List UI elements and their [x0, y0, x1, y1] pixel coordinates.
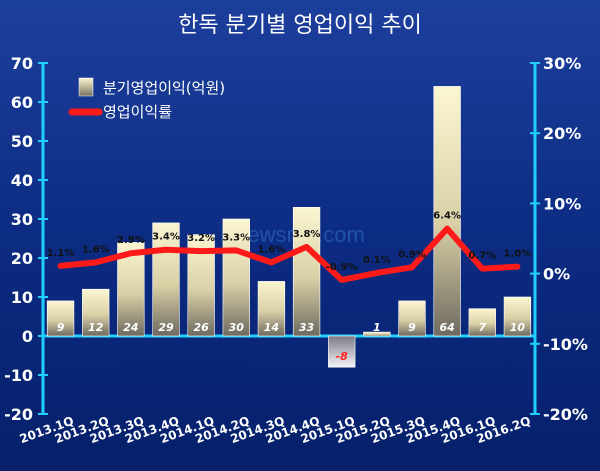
bar: [468, 308, 496, 337]
left-tick-label: -20: [4, 405, 33, 424]
legend-label-line: 영업이익률: [103, 103, 172, 121]
left-tick-label: -10: [4, 366, 33, 385]
bar: [152, 222, 180, 337]
line-series: [57, 225, 521, 283]
line-value-label: 3.8%: [293, 229, 321, 240]
left-tick-label: 70: [11, 54, 33, 73]
line-point: [93, 259, 99, 265]
bar: [398, 300, 426, 337]
bar-value-label: -8: [336, 350, 349, 363]
bar-value-label: 29: [158, 321, 174, 334]
right-tick-label: 20%: [543, 124, 581, 143]
line-value-label: 1.6%: [258, 244, 286, 255]
line-value-label: 3.4%: [152, 232, 180, 243]
line-point: [163, 247, 169, 253]
bar: [328, 335, 356, 368]
bar: [82, 288, 110, 337]
x-tick-labels: 2013.1Q2013.2Q2013.3Q2013.4Q2014.1Q2014.…: [18, 414, 533, 446]
line-point: [339, 277, 345, 283]
line-point: [479, 266, 485, 272]
line-value-label: 2.9%: [117, 235, 145, 246]
line-value-label: 1.0%: [504, 249, 532, 260]
left-tick-label: 40: [11, 171, 33, 190]
line-value-label: 1.6%: [82, 244, 110, 255]
line-point: [233, 247, 239, 253]
profit-margin-line: [57, 225, 521, 283]
bar: [503, 296, 532, 337]
bar: [257, 281, 286, 337]
left-tick-label: 20: [11, 249, 33, 268]
line-point: [268, 259, 274, 265]
bar: [363, 331, 391, 337]
line-point: [304, 244, 310, 250]
bar-value-label: 10: [510, 321, 526, 334]
right-tick-label: -20%: [543, 405, 588, 424]
line-value-label: -0.9%: [326, 262, 358, 273]
bar-value-label: 26: [193, 321, 209, 334]
legend-label-bar: 분기영업이익(억원): [103, 79, 225, 97]
legend-swatch-bar: [78, 77, 94, 97]
bar-value-label: 12: [88, 321, 104, 334]
bar-value-label: 33: [299, 321, 315, 334]
left-tick-label: 60: [11, 93, 33, 112]
left-tick-label: 10: [11, 288, 33, 307]
bar-series: [46, 86, 532, 368]
bar: [46, 300, 75, 337]
line-point: [198, 248, 204, 254]
line-point: [374, 270, 380, 276]
right-tick-label: 10%: [543, 194, 581, 213]
bar: [433, 86, 461, 337]
bar-value-label: 7: [478, 321, 486, 334]
chart-title: 한독 분기별 영업이익 추이: [178, 13, 422, 38]
right-tick-label: 0%: [543, 265, 570, 284]
bar-value-label: 24: [123, 321, 138, 334]
line-value-label: 3.2%: [187, 233, 215, 244]
left-tick-label: 50: [11, 132, 33, 151]
right-tick-label: -10%: [543, 335, 588, 354]
line-value-label: 3.3%: [222, 232, 250, 243]
bar-value-label: 1: [373, 321, 381, 334]
line-point: [514, 264, 520, 270]
line-value-label: 0.7%: [468, 251, 496, 262]
bar-value-label: 9: [57, 321, 65, 334]
bar-value-label: 9: [408, 321, 416, 334]
line-value-label: 1.1%: [47, 248, 75, 259]
bar: [292, 207, 321, 337]
legend: 분기영업이익(억원) 영업이익률: [68, 77, 225, 121]
bar: [222, 218, 250, 337]
line-value-label: 0.9%: [398, 249, 426, 260]
line-point: [58, 263, 64, 269]
line-value-label: 6.4%: [433, 211, 461, 222]
line-point: [444, 226, 450, 232]
bar-value-label: 14: [264, 321, 279, 334]
line-value-label: 0.1%: [363, 255, 391, 266]
data-labels: 9 12 24 29 26 30 14 33 -8 1 9 64 7 10 1.1% 1.6% 2.9% 3.4%…: [47, 211, 532, 364]
bar-value-label: 30: [229, 321, 245, 334]
left-tick-label: 30: [11, 210, 33, 229]
line-point: [128, 250, 134, 256]
right-tick-label: 30%: [543, 54, 581, 73]
left-tick-label: 0: [22, 327, 33, 346]
line-point: [409, 264, 415, 270]
bar-value-label: 64: [439, 321, 454, 334]
